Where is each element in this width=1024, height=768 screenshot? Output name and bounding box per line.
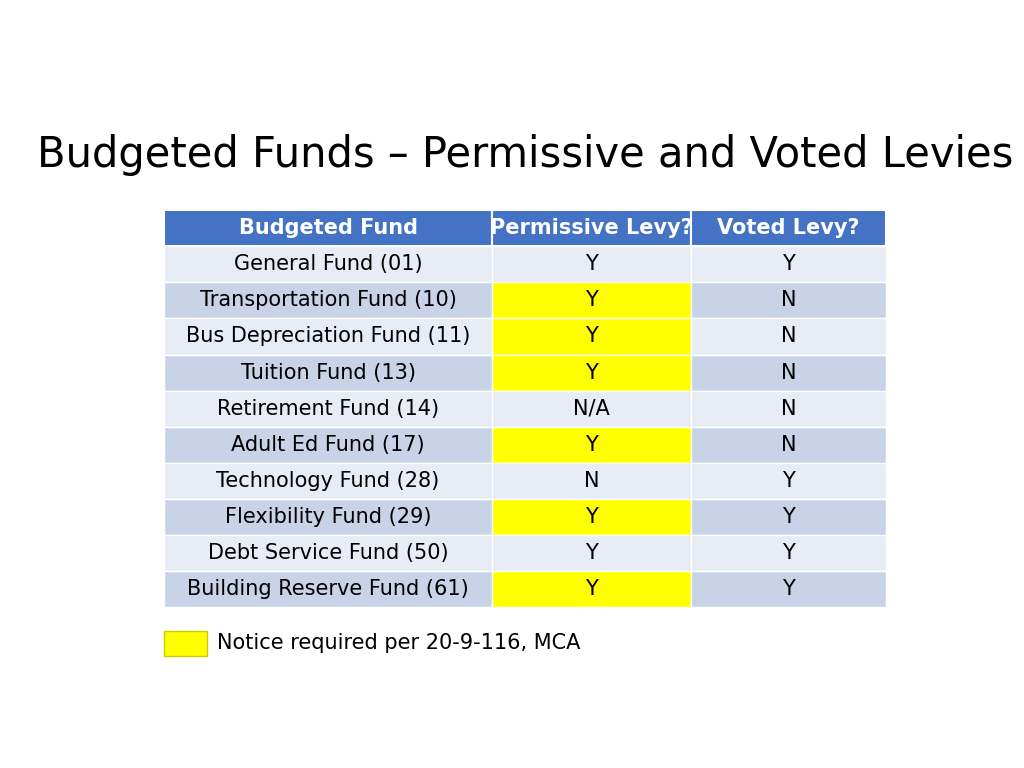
Bar (164, 498, 493, 535)
Text: Bus Depreciation Fund (11): Bus Depreciation Fund (11) (185, 326, 470, 346)
Text: Y: Y (782, 254, 795, 274)
Text: Y: Y (585, 435, 598, 455)
Text: Flexibility Fund (29): Flexibility Fund (29) (224, 507, 431, 527)
Bar (164, 462, 493, 498)
Bar (691, 535, 886, 571)
Text: Y: Y (782, 543, 795, 563)
Text: Notice required per 20-9-116, MCA: Notice required per 20-9-116, MCA (217, 634, 581, 654)
Text: Y: Y (585, 254, 598, 274)
Text: General Fund (01): General Fund (01) (233, 254, 422, 274)
Bar (164, 535, 493, 571)
Bar (691, 571, 886, 607)
Text: N: N (780, 326, 796, 346)
Text: Y: Y (782, 471, 795, 491)
Text: N: N (780, 362, 796, 382)
Text: N: N (780, 399, 796, 419)
Bar (493, 247, 691, 283)
Bar (691, 355, 886, 391)
Bar (691, 426, 886, 462)
Text: Permissive Levy?: Permissive Levy? (490, 218, 693, 238)
Bar (691, 283, 886, 319)
Text: Debt Service Fund (50): Debt Service Fund (50) (208, 543, 449, 563)
Bar (493, 283, 691, 319)
Bar (164, 390, 493, 426)
Bar (493, 535, 691, 571)
Text: N: N (584, 471, 599, 491)
Bar (691, 210, 886, 247)
Text: Building Reserve Fund (61): Building Reserve Fund (61) (187, 578, 469, 598)
Text: Adult Ed Fund (17): Adult Ed Fund (17) (231, 435, 425, 455)
Text: Y: Y (585, 543, 598, 563)
Bar (493, 390, 691, 426)
Bar (691, 319, 886, 355)
Text: Y: Y (585, 290, 598, 310)
Text: Y: Y (782, 507, 795, 527)
Bar (493, 355, 691, 391)
Bar (493, 319, 691, 355)
Text: N: N (780, 290, 796, 310)
Bar (691, 247, 886, 283)
Bar (493, 210, 691, 247)
Bar (691, 498, 886, 535)
Bar (493, 426, 691, 462)
Bar (164, 210, 493, 247)
Bar (164, 571, 493, 607)
Text: N/A: N/A (573, 399, 610, 419)
Bar (164, 247, 493, 283)
Bar (164, 355, 493, 391)
Text: Y: Y (782, 578, 795, 598)
Bar (493, 571, 691, 607)
Text: Y: Y (585, 326, 598, 346)
Text: N: N (780, 435, 796, 455)
Bar (493, 462, 691, 498)
Text: Y: Y (585, 362, 598, 382)
Bar (164, 283, 493, 319)
Bar (164, 426, 493, 462)
Text: Voted Levy?: Voted Levy? (717, 218, 859, 238)
Text: Tuition Fund (13): Tuition Fund (13) (241, 362, 416, 382)
Bar (493, 498, 691, 535)
Text: Retirement Fund (14): Retirement Fund (14) (217, 399, 439, 419)
Text: Y: Y (585, 507, 598, 527)
Text: Transportation Fund (10): Transportation Fund (10) (200, 290, 457, 310)
Bar (691, 462, 886, 498)
Text: Y: Y (585, 578, 598, 598)
Bar (164, 319, 493, 355)
Bar (164, 631, 207, 656)
Text: Technology Fund (28): Technology Fund (28) (216, 471, 439, 491)
Text: Budgeted Funds – Permissive and Voted Levies: Budgeted Funds – Permissive and Voted Le… (37, 134, 1013, 176)
Bar (691, 390, 886, 426)
Text: Budgeted Fund: Budgeted Fund (239, 218, 418, 238)
